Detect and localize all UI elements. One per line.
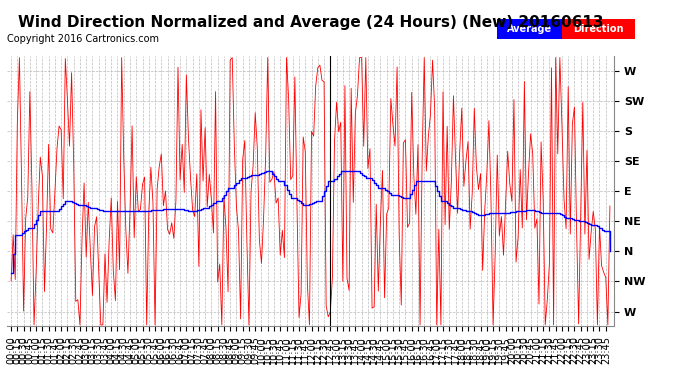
Text: Direction: Direction <box>573 24 624 34</box>
Text: Average: Average <box>507 24 552 34</box>
Text: Copyright 2016 Cartronics.com: Copyright 2016 Cartronics.com <box>7 34 159 44</box>
Text: Wind Direction Normalized and Average (24 Hours) (New) 20160613: Wind Direction Normalized and Average (2… <box>18 15 603 30</box>
